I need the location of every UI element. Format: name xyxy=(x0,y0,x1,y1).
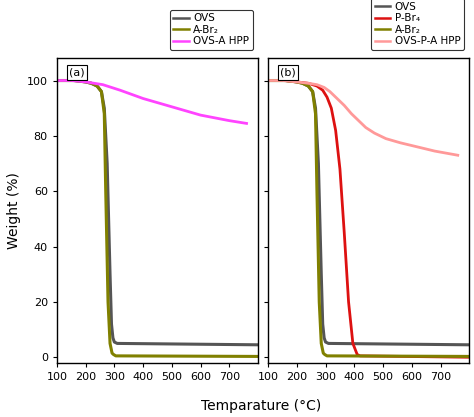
Legend: OVS, P-Br₄, A-Br₂, OVS-P-A HPP: OVS, P-Br₄, A-Br₂, OVS-P-A HPP xyxy=(371,0,464,50)
Text: Temparature (°C): Temparature (°C) xyxy=(201,399,321,413)
Text: (b): (b) xyxy=(280,68,296,78)
Text: (a): (a) xyxy=(69,68,84,78)
Y-axis label: Weight (%): Weight (%) xyxy=(7,172,21,249)
Legend: OVS, A-Br₂, OVS-A HPP: OVS, A-Br₂, OVS-A HPP xyxy=(170,10,253,50)
